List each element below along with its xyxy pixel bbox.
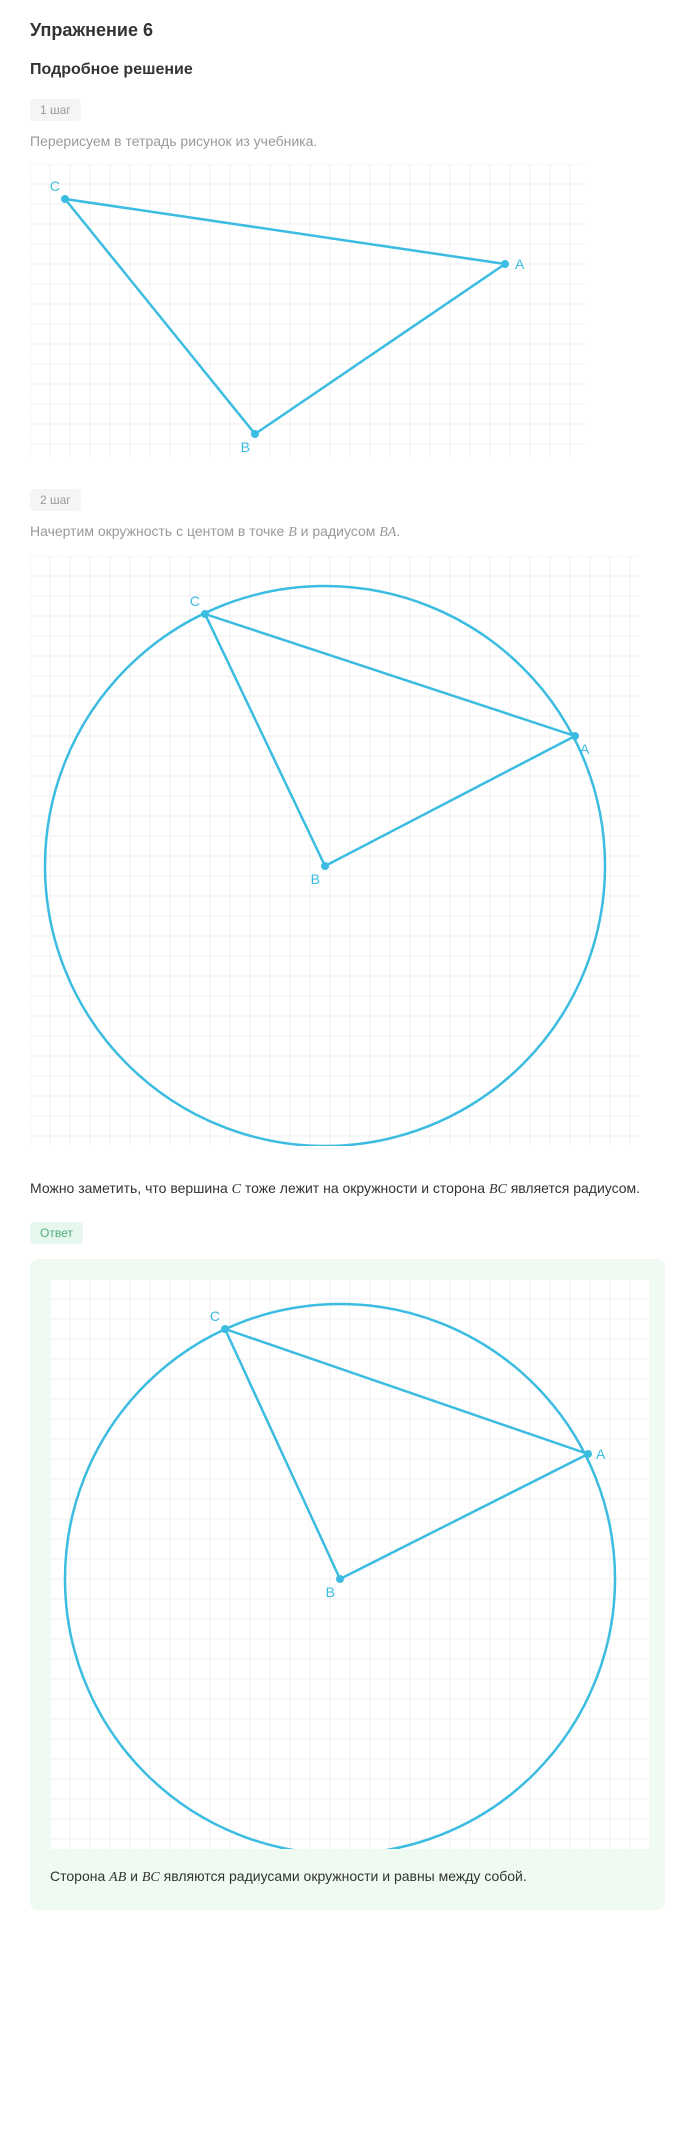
svg-text:B: B [326, 1584, 335, 1600]
svg-text:C: C [50, 178, 60, 194]
step2-diagram: C A B [30, 556, 665, 1146]
svg-text:C: C [190, 593, 200, 609]
step1-badge: 1 шаг [30, 99, 81, 121]
svg-text:A: A [515, 256, 525, 272]
svg-text:C: C [210, 1308, 220, 1324]
answer-text: Сторона AB и BC являются радиусами окруж… [50, 1864, 645, 1890]
observation-text: Можно заметить, что вершина C тоже лежит… [30, 1176, 665, 1202]
subtitle: Подробное решение [30, 61, 665, 79]
svg-text:A: A [580, 741, 590, 757]
svg-text:B: B [241, 439, 250, 455]
answer-label: Ответ [30, 1222, 83, 1244]
svg-text:B: B [311, 871, 320, 887]
step2-badge: 2 шаг [30, 489, 81, 511]
answer-block: C A B Сторона AB и BC являются радиусами о… [30, 1259, 665, 1910]
step2-text: Начертим окружность с центом в точке B и… [30, 523, 665, 541]
answer-diagram: C A B [50, 1279, 645, 1849]
exercise-title: Упражнение 6 [30, 20, 665, 41]
step1-text: Перерисуем в тетрадь рисунок из учебника… [30, 133, 665, 149]
step1-diagram: C A B [30, 164, 665, 459]
svg-text:A: A [596, 1446, 606, 1462]
